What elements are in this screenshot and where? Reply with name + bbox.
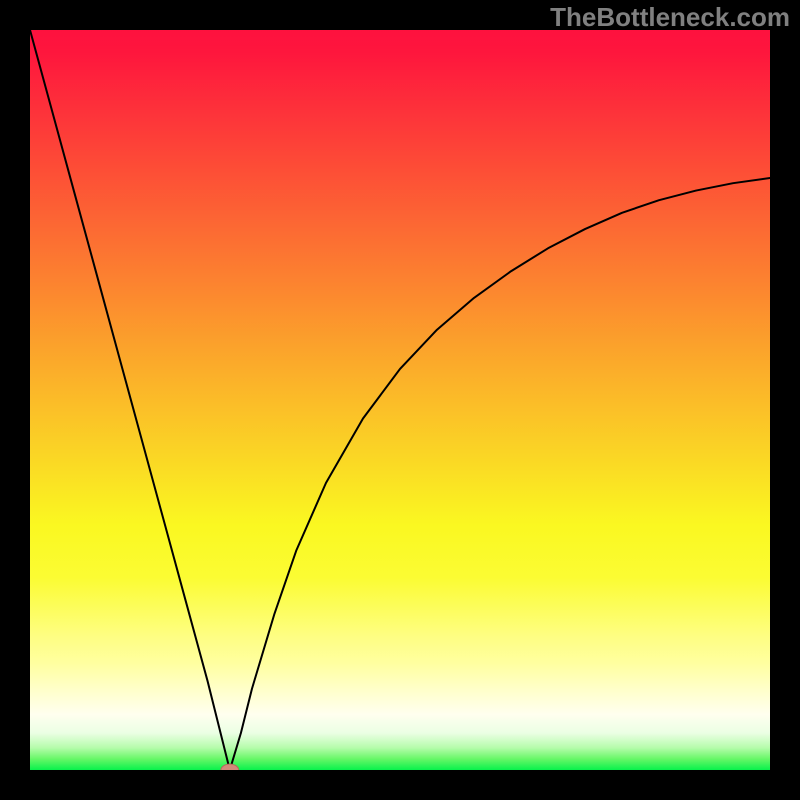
plot-svg [30, 30, 770, 770]
gradient-background [30, 30, 770, 770]
watermark-text: TheBottleneck.com [550, 2, 790, 33]
chart-container: TheBottleneck.com [0, 0, 800, 800]
plot-area [30, 30, 770, 770]
